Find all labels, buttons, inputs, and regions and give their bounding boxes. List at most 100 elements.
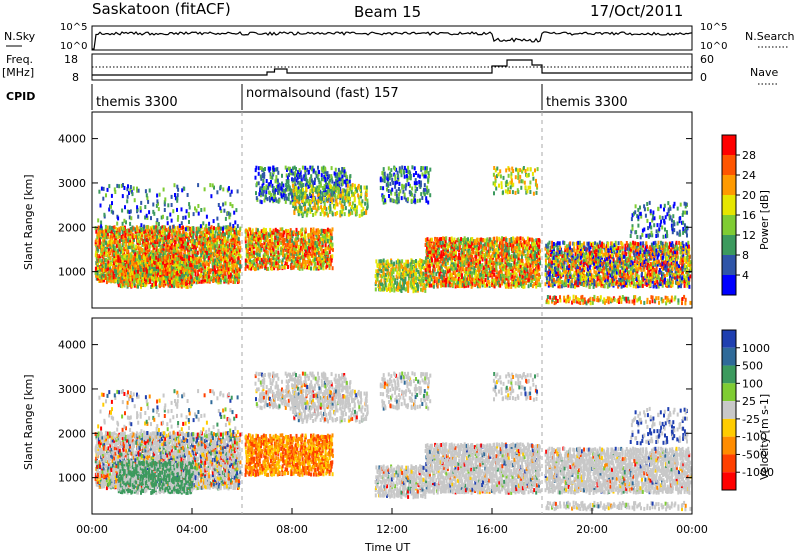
power-echo xyxy=(168,233,170,237)
power-echo xyxy=(141,255,143,259)
power-echo xyxy=(265,228,267,232)
power-echo xyxy=(334,194,336,198)
power-echo xyxy=(388,194,390,198)
power-echo xyxy=(284,265,286,269)
power-echo xyxy=(268,232,270,236)
power-echo xyxy=(201,231,203,235)
power-echo xyxy=(313,235,315,239)
power-echo xyxy=(259,260,261,264)
power-echo xyxy=(356,205,358,209)
power-echo xyxy=(438,279,440,283)
power-echo xyxy=(394,167,396,171)
power-echo xyxy=(419,175,421,179)
power-echo xyxy=(332,227,334,231)
power-echo xyxy=(179,262,181,266)
power-echo xyxy=(413,173,415,177)
power-echo xyxy=(337,203,339,207)
power-echo xyxy=(323,197,325,201)
power-echo xyxy=(269,167,271,171)
power-echo xyxy=(335,184,337,188)
power-echo xyxy=(181,257,183,261)
power-echo xyxy=(249,252,251,256)
power-echo xyxy=(95,226,97,230)
power-echo xyxy=(475,255,477,259)
power-echo xyxy=(192,226,194,230)
power-echo xyxy=(407,197,409,201)
freq-tick-top: 18 xyxy=(64,53,78,66)
power-echo xyxy=(288,197,290,201)
power-echo xyxy=(141,248,143,252)
power-echo xyxy=(169,276,171,280)
power-echo xyxy=(191,263,193,267)
power-echo xyxy=(362,207,364,211)
power-echo xyxy=(119,239,121,243)
power-echo xyxy=(416,268,418,272)
power-echo xyxy=(267,267,269,271)
power-echo xyxy=(196,242,198,246)
power-echo xyxy=(305,187,307,191)
power-echo xyxy=(338,168,340,172)
power-echo xyxy=(125,243,127,247)
power-echo xyxy=(441,254,443,258)
power-echo xyxy=(311,240,313,244)
power-echo xyxy=(302,188,304,192)
power-echo xyxy=(330,174,332,178)
power-echo xyxy=(285,261,287,265)
power-echo xyxy=(270,172,272,176)
nave-tick-bottom: 0 xyxy=(700,71,707,84)
power-echo xyxy=(269,239,271,243)
power-echo xyxy=(286,239,288,243)
power-echo xyxy=(340,194,342,198)
nave-label: Nave xyxy=(750,66,778,79)
power-echo xyxy=(264,167,266,171)
power-echo xyxy=(302,166,304,170)
power-echo xyxy=(285,194,287,198)
power-echo xyxy=(382,195,384,199)
power-echo xyxy=(97,247,99,251)
power-echo xyxy=(105,248,107,252)
power-echo xyxy=(394,185,396,189)
power-echo xyxy=(332,191,334,195)
power-echo xyxy=(413,260,415,264)
power-echo xyxy=(224,232,226,236)
power-echo xyxy=(426,166,428,170)
power-echo xyxy=(388,189,390,193)
power-echo xyxy=(485,278,487,282)
power-echo xyxy=(313,188,315,192)
power-echo xyxy=(403,263,405,267)
power-echo xyxy=(358,184,360,188)
power-echo xyxy=(391,260,393,264)
power-echo xyxy=(153,225,155,229)
power-echo xyxy=(401,265,403,269)
power-echo xyxy=(478,246,480,250)
power-echo xyxy=(151,255,153,259)
power-echo xyxy=(279,265,281,269)
power-echo xyxy=(275,197,277,201)
power-echo xyxy=(397,174,399,178)
power-echo xyxy=(324,211,326,215)
power-echo xyxy=(273,186,275,190)
power-echo xyxy=(408,182,410,186)
power-echo xyxy=(291,264,293,268)
power-echo xyxy=(202,247,204,251)
power-echo xyxy=(400,170,402,174)
power-echo xyxy=(339,177,341,181)
power-echo xyxy=(318,206,320,210)
power-echo xyxy=(324,206,326,210)
power-echo xyxy=(398,182,400,186)
power-echo xyxy=(121,247,123,251)
power-echo xyxy=(285,166,287,170)
power-echo xyxy=(433,264,435,268)
power-echo xyxy=(281,174,283,178)
power-echo xyxy=(191,278,193,282)
power-echo xyxy=(391,174,393,178)
power-echo xyxy=(276,167,278,171)
power-echo xyxy=(307,199,309,203)
power-echo xyxy=(265,258,267,262)
power-echo xyxy=(137,251,139,255)
power-echo xyxy=(252,228,254,232)
power-echo xyxy=(410,174,412,178)
power-echo xyxy=(389,182,391,186)
power-echo xyxy=(331,254,333,258)
power-echo xyxy=(255,191,257,195)
